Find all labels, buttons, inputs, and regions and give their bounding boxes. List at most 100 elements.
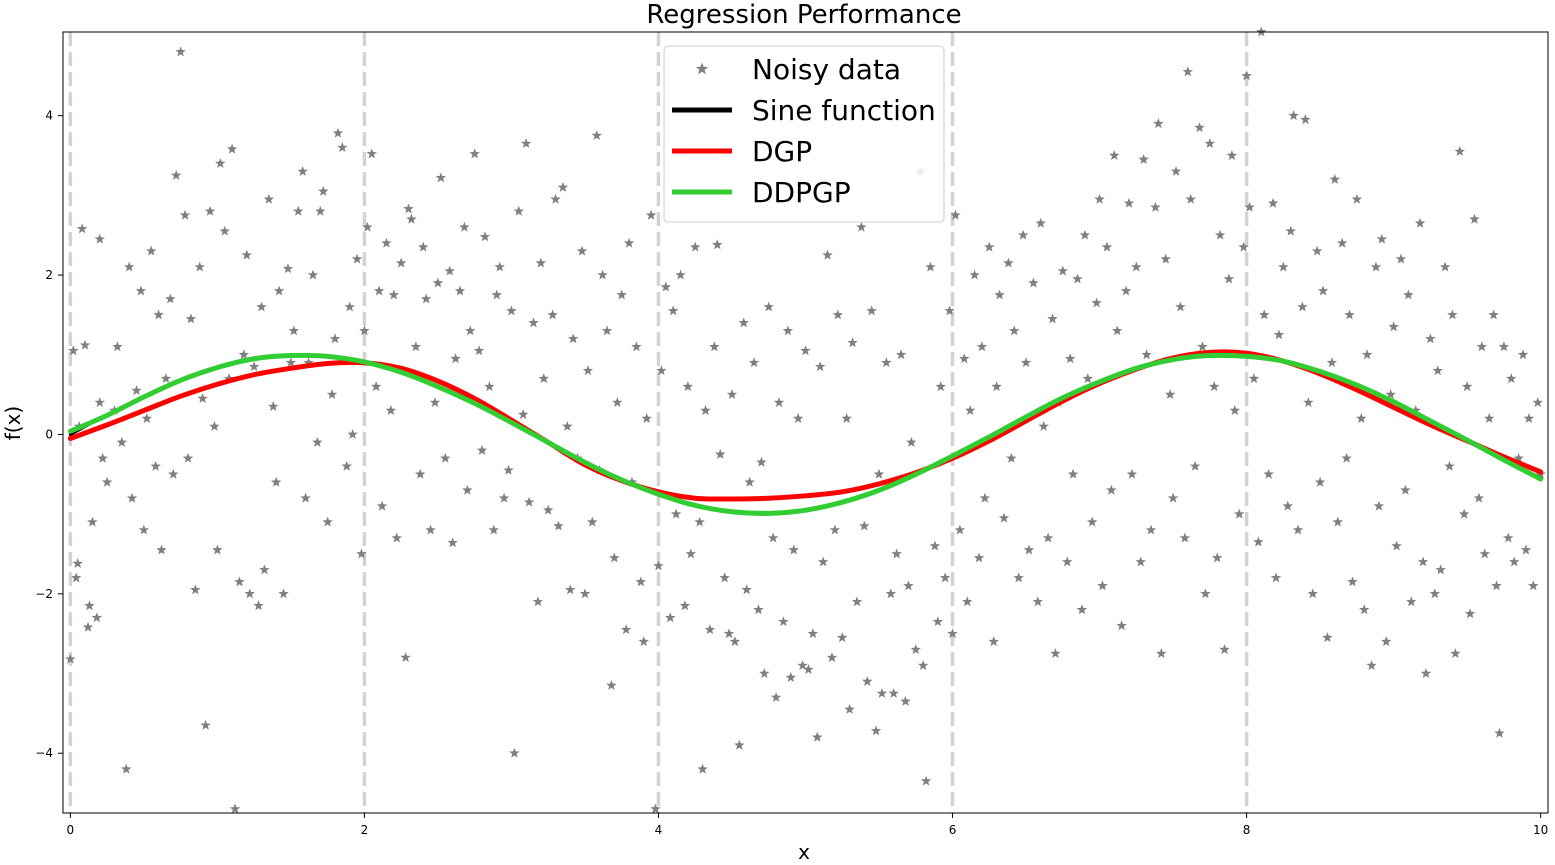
noisy-data-point bbox=[535, 257, 547, 268]
noisy-data-point bbox=[900, 695, 911, 706]
x-tick-label: 4 bbox=[655, 823, 663, 837]
noisy-data-point bbox=[1450, 648, 1461, 659]
noisy-data-point bbox=[1528, 580, 1539, 591]
noisy-data-point bbox=[215, 157, 226, 168]
noisy-data-point bbox=[1086, 516, 1098, 527]
noisy-data-point bbox=[925, 261, 936, 272]
noisy-data-point bbox=[1259, 309, 1270, 320]
noisy-data-point bbox=[479, 231, 491, 242]
noisy-data-point bbox=[1417, 556, 1429, 567]
noisy-data-point bbox=[1347, 576, 1358, 587]
noisy-data-point bbox=[1009, 325, 1020, 336]
noisy-data-point bbox=[700, 405, 711, 415]
noisy-data-point bbox=[1120, 285, 1132, 296]
noisy-data-point bbox=[697, 763, 708, 774]
noisy-data-point bbox=[1219, 644, 1230, 655]
noisy-data-point bbox=[1135, 556, 1146, 567]
noisy-data-point bbox=[1111, 325, 1123, 336]
noisy-data-point bbox=[778, 616, 789, 627]
noisy-data-point bbox=[1288, 110, 1299, 121]
noisy-data-point bbox=[1344, 309, 1355, 320]
noisy-data-point bbox=[87, 516, 98, 527]
noisy-data-point bbox=[675, 269, 686, 280]
noisy-data-point bbox=[1292, 524, 1304, 535]
noisy-data-point bbox=[638, 636, 649, 647]
noisy-data-point bbox=[881, 357, 892, 368]
noisy-data-point bbox=[1439, 261, 1451, 272]
noisy-data-point bbox=[807, 628, 819, 639]
noisy-data-point bbox=[1356, 413, 1367, 423]
noisy-data-point bbox=[685, 548, 697, 559]
noisy-data-point bbox=[391, 532, 402, 543]
noisy-data-point bbox=[1341, 452, 1352, 463]
x-tick-label: 2 bbox=[361, 823, 369, 837]
noisy-data-point bbox=[337, 142, 348, 153]
noisy-data-point bbox=[1028, 277, 1039, 288]
series-lines bbox=[67, 349, 1544, 516]
noisy-data-point bbox=[153, 309, 164, 320]
noisy-data-point bbox=[84, 600, 95, 611]
noisy-data-point bbox=[1229, 405, 1241, 415]
noisy-data-point bbox=[994, 289, 1005, 300]
noisy-data-point bbox=[635, 576, 647, 587]
noisy-data-point bbox=[229, 803, 241, 814]
noisy-data-point bbox=[744, 476, 755, 487]
legend-label: DGP bbox=[752, 135, 812, 168]
noisy-data-point bbox=[859, 520, 870, 531]
noisy-data-point bbox=[759, 668, 770, 678]
noisy-data-point bbox=[135, 285, 147, 296]
noisy-data-point bbox=[962, 596, 973, 607]
noisy-data-point bbox=[326, 389, 338, 400]
noisy-data-point bbox=[612, 397, 623, 408]
noisy-data-point bbox=[959, 353, 970, 364]
noisy-data-point bbox=[91, 612, 103, 623]
noisy-data-point bbox=[1064, 353, 1076, 364]
noisy-data-point bbox=[1170, 165, 1182, 176]
noisy-data-point bbox=[112, 341, 123, 352]
noisy-data-point bbox=[826, 652, 838, 663]
noisy-data-point bbox=[862, 676, 873, 686]
x-tick-label: 8 bbox=[1243, 823, 1251, 837]
noisy-data-point bbox=[278, 588, 289, 599]
noisy-data-point bbox=[1211, 552, 1223, 563]
noisy-data-point bbox=[1464, 608, 1476, 619]
noisy-data-point bbox=[1214, 229, 1226, 240]
noisy-data-point bbox=[929, 540, 941, 551]
noisy-data-point bbox=[1200, 588, 1211, 599]
noisy-data-point bbox=[156, 544, 167, 555]
noisy-data-point bbox=[1141, 349, 1152, 360]
noisy-data-point bbox=[1517, 349, 1529, 360]
noisy-data-point bbox=[1072, 273, 1083, 284]
noisy-data-point bbox=[234, 576, 245, 587]
noisy-data-point bbox=[939, 572, 951, 583]
noisy-data-point bbox=[1020, 357, 1032, 368]
noisy-data-point bbox=[800, 345, 811, 356]
noisy-data-point bbox=[1473, 492, 1485, 503]
noisy-data-point bbox=[1189, 460, 1201, 471]
noisy-data-point bbox=[734, 739, 745, 750]
noisy-data-point bbox=[1458, 508, 1470, 519]
noisy-data-point bbox=[741, 584, 752, 595]
noisy-data-point bbox=[1267, 197, 1279, 208]
noisy-data-point bbox=[1032, 596, 1044, 607]
y-tick-label: 0 bbox=[45, 427, 53, 441]
noisy-data-point bbox=[1256, 26, 1267, 37]
noisy-data-point bbox=[1153, 118, 1164, 129]
noisy-data-point bbox=[1057, 265, 1069, 276]
noisy-data-point bbox=[1420, 668, 1432, 678]
noisy-data-point bbox=[1047, 313, 1058, 324]
noisy-data-point bbox=[488, 524, 500, 535]
noisy-data-point bbox=[1204, 138, 1216, 149]
noisy-data-point bbox=[694, 516, 705, 527]
noisy-data-point bbox=[72, 558, 83, 569]
noisy-data-point bbox=[1326, 357, 1338, 368]
y-tick-label: −4 bbox=[35, 746, 53, 760]
noisy-data-point bbox=[116, 436, 128, 447]
noisy-data-point bbox=[1491, 580, 1502, 591]
noisy-data-point bbox=[1223, 273, 1235, 284]
noisy-data-point bbox=[462, 484, 473, 495]
noisy-data-point bbox=[484, 381, 495, 392]
noisy-data-point bbox=[1006, 452, 1017, 463]
noisy-data-point bbox=[895, 349, 907, 360]
noisy-data-point bbox=[782, 325, 794, 336]
